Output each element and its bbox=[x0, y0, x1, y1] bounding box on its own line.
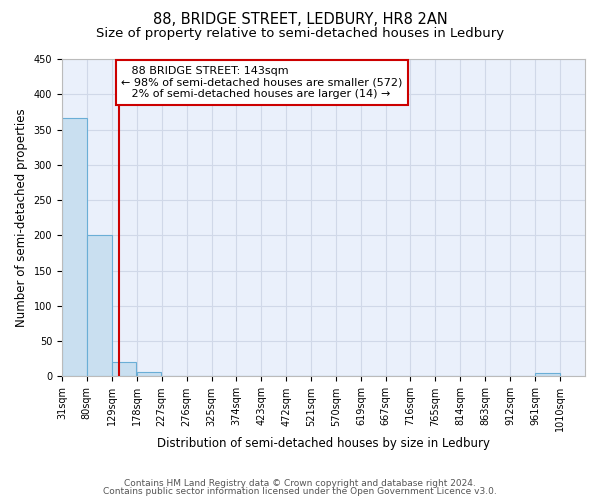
Bar bbox=[112, 362, 136, 376]
Text: 88 BRIDGE STREET: 143sqm
← 98% of semi-detached houses are smaller (572)
   2% o: 88 BRIDGE STREET: 143sqm ← 98% of semi-d… bbox=[121, 66, 403, 100]
Text: Contains HM Land Registry data © Crown copyright and database right 2024.: Contains HM Land Registry data © Crown c… bbox=[124, 478, 476, 488]
Y-axis label: Number of semi-detached properties: Number of semi-detached properties bbox=[15, 108, 28, 327]
X-axis label: Distribution of semi-detached houses by size in Ledbury: Distribution of semi-detached houses by … bbox=[157, 437, 490, 450]
Bar bbox=[87, 236, 112, 376]
Text: Contains public sector information licensed under the Open Government Licence v3: Contains public sector information licen… bbox=[103, 487, 497, 496]
Text: Size of property relative to semi-detached houses in Ledbury: Size of property relative to semi-detach… bbox=[96, 28, 504, 40]
Text: 88, BRIDGE STREET, LEDBURY, HR8 2AN: 88, BRIDGE STREET, LEDBURY, HR8 2AN bbox=[152, 12, 448, 28]
Bar bbox=[62, 118, 86, 376]
Bar bbox=[137, 372, 161, 376]
Bar bbox=[535, 373, 560, 376]
